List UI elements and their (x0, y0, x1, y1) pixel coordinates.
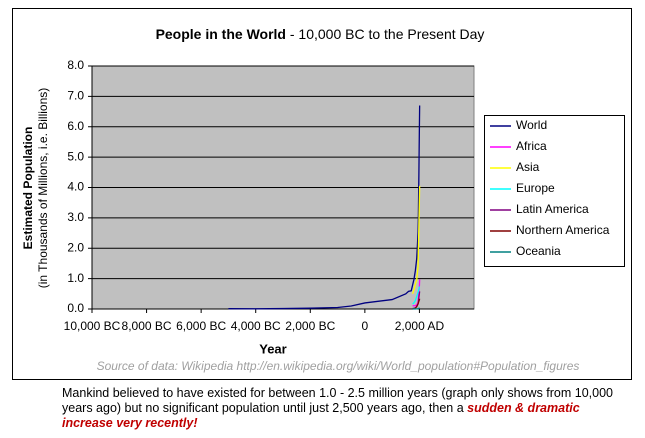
y-tick-label: 6.0 (67, 119, 84, 133)
y-tick-label: 8.0 (67, 58, 84, 72)
y-tick-label: 0.0 (67, 301, 84, 315)
x-tick-label: 2,000 AD (395, 319, 445, 333)
legend-label: Europe (516, 181, 555, 195)
x-tick-label: 2,000 BC (285, 319, 335, 333)
chart: People in the World - 10,000 BC to the P… (12, 8, 632, 380)
y-tick-label: 7.0 (67, 89, 84, 103)
legend-label: Africa (516, 139, 547, 153)
legend-label: Asia (516, 160, 540, 174)
legend-label: World (516, 118, 547, 132)
series-line (412, 286, 421, 305)
y-axis-sublabel: (in Thousands of Millions, i.e. Billions… (36, 88, 50, 289)
legend-label: Oceania (516, 244, 561, 258)
source-note: Source of data: Wikipedia http://en.wiki… (97, 359, 580, 373)
chart-title: People in the World - 10,000 BC to the P… (156, 26, 485, 42)
title-sub: - 10,000 BC to the Present Day (286, 26, 484, 42)
series-line (228, 105, 421, 310)
legend-box (484, 115, 625, 267)
caption: Mankind believed to have existed for bet… (62, 386, 622, 431)
y-tick-label: 3.0 (67, 210, 84, 224)
legend-label: Northern America (516, 223, 610, 237)
x-axis-label: Year (259, 341, 286, 356)
x-tick-label: 10,000 BC (64, 319, 121, 333)
series-line (412, 307, 420, 310)
series-line (412, 279, 421, 307)
legend-label: Latin America (516, 202, 589, 216)
y-tick-label: 2.0 (67, 240, 84, 254)
y-axis-label: Estimated Population (21, 127, 35, 250)
y-tick-label: 1.0 (67, 271, 84, 285)
x-tick-label: 6,000 BC (176, 319, 226, 333)
x-tick-label: 4,000 BC (231, 319, 281, 333)
y-tick-label: 5.0 (67, 149, 84, 163)
caption-emphasis: sudden & dramatic increase very recently… (62, 401, 580, 430)
caption-text: Mankind believed to have existed for bet… (62, 386, 613, 415)
x-tick-label: 8,000 BC (122, 319, 172, 333)
x-tick-label: 0 (362, 319, 369, 333)
y-tick-label: 4.0 (67, 180, 84, 194)
title-main: People in the World (156, 26, 286, 42)
series-line (411, 185, 421, 294)
